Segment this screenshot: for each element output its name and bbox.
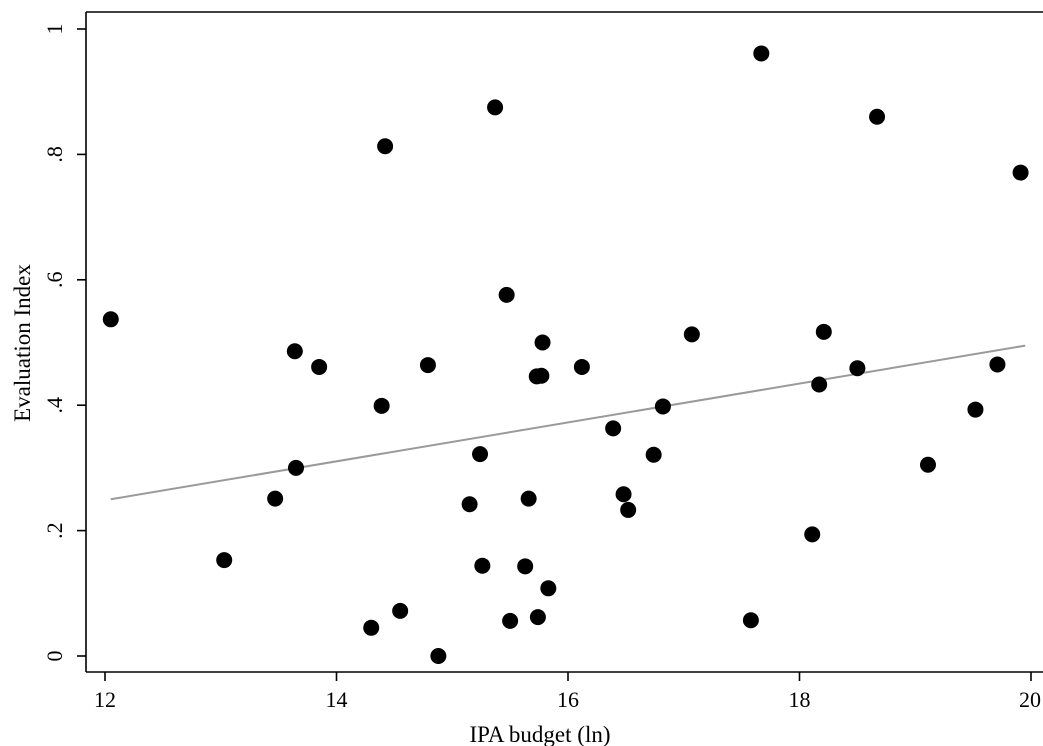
data-point: [311, 358, 328, 375]
data-point: [267, 490, 284, 507]
x-tick-label: 12: [94, 687, 116, 712]
data-point: [419, 357, 436, 374]
data-point: [373, 397, 390, 414]
data-point: [989, 356, 1006, 373]
y-tick-label: .6: [42, 272, 67, 289]
data-point: [869, 108, 886, 125]
y-tick-label: .2: [42, 522, 67, 539]
fit-line: [110, 344, 1026, 501]
y-tick-label: .8: [42, 146, 67, 163]
y-axis-ticks: 0 .2 .4 .6 .8 1: [42, 24, 86, 662]
data-point: [102, 311, 119, 328]
data-point: [487, 99, 504, 116]
data-point: [815, 323, 832, 340]
data-point: [1012, 164, 1029, 181]
data-point: [529, 609, 546, 626]
y-tick-label: .4: [42, 397, 67, 414]
y-axis-title: Evaluation Index: [10, 264, 35, 422]
data-point: [472, 446, 489, 463]
data-point: [849, 360, 866, 377]
data-point: [216, 552, 233, 569]
data-point: [620, 501, 637, 518]
data-point: [654, 398, 671, 415]
data-point: [742, 612, 759, 629]
data-point: [811, 376, 828, 393]
data-point: [573, 358, 590, 375]
data-point: [919, 456, 936, 473]
data-point: [430, 648, 447, 664]
data-point: [517, 558, 534, 575]
plot-area: [85, 11, 1043, 673]
x-tick-label: 14: [326, 687, 348, 712]
data-point: [474, 557, 491, 574]
data-point: [363, 619, 380, 636]
data-point: [392, 602, 409, 619]
data-point: [377, 138, 394, 155]
x-tick-label: 16: [557, 687, 579, 712]
data-point: [615, 486, 632, 503]
data-point: [520, 490, 537, 507]
data-point: [645, 446, 662, 463]
points-layer: [102, 45, 1029, 664]
data-point: [502, 612, 519, 629]
data-point: [461, 496, 478, 513]
data-point: [287, 459, 304, 476]
fit-line-layer: [110, 344, 1026, 501]
data-point: [683, 326, 700, 343]
data-point: [534, 334, 551, 351]
data-point: [804, 526, 821, 543]
data-point: [286, 343, 303, 360]
data-point: [533, 367, 550, 384]
y-tick-label: 1: [42, 24, 67, 35]
data-point: [753, 45, 770, 62]
y-tick-label: 0: [42, 651, 67, 662]
data-point: [498, 286, 515, 303]
data-point: [605, 420, 622, 437]
x-tick-label: 18: [789, 687, 811, 712]
x-tick-label: 20: [1019, 687, 1041, 712]
data-point: [967, 401, 984, 418]
x-axis-title: IPA budget (ln): [470, 722, 611, 746]
data-point: [540, 580, 557, 597]
x-axis-ticks: 12 14 16 18 20: [94, 672, 1041, 712]
